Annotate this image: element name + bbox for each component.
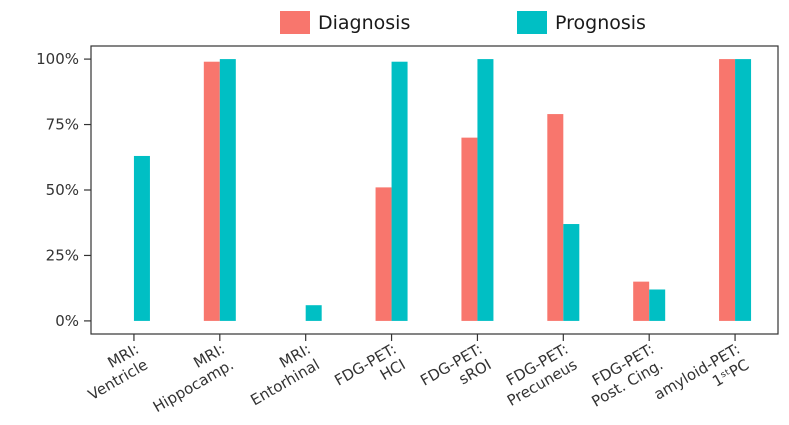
- x-tick-label-line: Hippocamp.: [150, 355, 237, 416]
- bar-prognosis: [391, 61, 408, 321]
- x-tick-label: FDG-PET:HCI: [331, 340, 408, 390]
- y-tick-label: 100%: [36, 50, 79, 68]
- y-axis: 0% 25% 50% 75% 100%: [36, 50, 91, 330]
- legend-label-diagnosis: Diagnosis: [318, 12, 410, 34]
- bar-diagnosis: [203, 61, 220, 321]
- x-tick-label: amyloid-PET:1ˢᵗPC: [651, 340, 752, 404]
- bar-prognosis: [735, 59, 752, 321]
- legend-key-diagnosis: [280, 11, 310, 34]
- y-tick-label: 0%: [55, 312, 79, 330]
- legend-label-prognosis: Prognosis: [555, 12, 646, 34]
- x-tick-label: FDG-PET:sROI: [417, 340, 494, 390]
- bar-prognosis: [563, 224, 580, 321]
- y-tick-label: 75%: [46, 116, 79, 134]
- bar-diagnosis: [719, 59, 736, 321]
- x-tick-label: MRI:Entorhinal: [247, 340, 322, 409]
- bar-diagnosis: [461, 137, 478, 321]
- bar-prognosis: [133, 155, 150, 321]
- x-tick-label: MRI:Hippocamp.: [150, 340, 237, 416]
- bar-prognosis: [649, 289, 666, 321]
- y-tick-label: 50%: [46, 181, 79, 199]
- legend-key-prognosis: [517, 11, 547, 34]
- bars: [133, 59, 752, 321]
- bar-prognosis: [477, 59, 494, 321]
- bar-diagnosis: [547, 114, 564, 321]
- plot-area: [90, 45, 779, 335]
- x-axis: MRI:Ventricle MRI:Hippocamp. MRI:Entorhina…: [85, 334, 752, 416]
- x-tick-label: MRI:Ventricle: [85, 340, 151, 404]
- bar-prognosis: [219, 59, 236, 321]
- bar-diagnosis: [375, 187, 392, 321]
- x-tick-label: FDG-PET:Precuneus: [503, 340, 580, 410]
- bar-prognosis: [305, 305, 322, 321]
- y-tick-label: 25%: [46, 246, 79, 264]
- bar-diagnosis: [633, 281, 650, 321]
- x-tick-label: FDG-PET:Post. Cing.: [588, 340, 666, 411]
- legend: Diagnosis Prognosis: [280, 11, 646, 34]
